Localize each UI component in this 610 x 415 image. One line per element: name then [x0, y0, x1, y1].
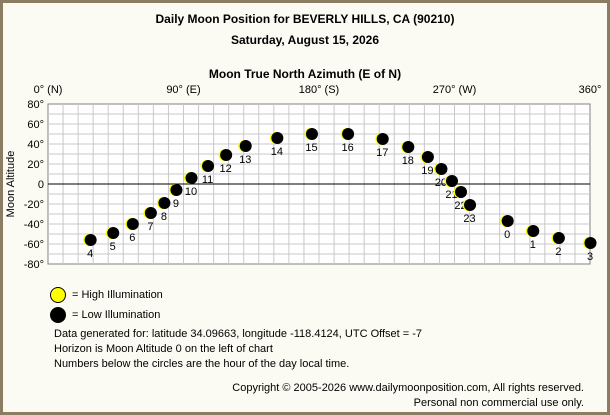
hour-label: 5 — [110, 241, 116, 253]
legend-low: = Low Illumination — [50, 307, 160, 323]
moon-position-point — [305, 128, 318, 140]
y-tick-label: 80° — [27, 99, 44, 111]
chart-subtitle: Saturday, August 15, 2026 — [230, 33, 380, 47]
hour-label: 7 — [147, 221, 153, 233]
hour-label: 6 — [129, 232, 135, 244]
moon-position-point — [402, 141, 415, 153]
info-location: Data generated for: latitude 34.09663, l… — [54, 328, 423, 340]
info-horizon: Horizon is Moon Altitude 0 on the left o… — [54, 343, 273, 355]
hour-label: 16 — [341, 142, 353, 154]
hour-label: 13 — [239, 154, 251, 166]
moon-position-point — [239, 140, 252, 152]
y-tick-label: 60° — [27, 119, 44, 131]
moon-position-point — [421, 151, 434, 163]
moon-position-point — [376, 133, 389, 145]
y-tick-label: -60° — [24, 239, 44, 251]
legend-low-label: = Low Illumination — [72, 309, 161, 321]
moon-position-point — [342, 128, 355, 140]
x-tick-label: 360° — [579, 84, 602, 96]
moon-position-point — [170, 184, 183, 196]
hour-label: 9 — [173, 198, 179, 210]
hour-label: 12 — [220, 163, 232, 175]
moon-position-point — [464, 199, 477, 211]
hour-label: 20 — [435, 177, 447, 189]
moon-position-point — [158, 197, 171, 209]
hour-label: 0 — [504, 229, 510, 241]
y-tick-label: -40° — [24, 219, 44, 231]
hour-label: 2 — [555, 246, 561, 258]
moon-position-point — [126, 218, 139, 230]
y-tick-label: 20° — [27, 159, 44, 171]
hour-label: 3 — [587, 251, 593, 263]
hour-label: 11 — [202, 174, 213, 186]
hour-label: 23 — [463, 213, 475, 225]
moon-position-point — [271, 132, 284, 144]
y-tick-label: -20° — [24, 199, 44, 211]
hour-label: 15 — [305, 142, 317, 154]
moon-position-point — [527, 225, 540, 237]
moon-position-point — [84, 234, 97, 246]
hour-label: 10 — [185, 186, 197, 198]
hour-label: 19 — [421, 165, 433, 177]
x-tick-label: 270° (W) — [433, 84, 477, 96]
moon-position-point — [107, 227, 120, 239]
x-tick-label: 90° (E) — [166, 84, 200, 96]
low-illumination-swatch — [50, 307, 66, 323]
moon-position-point — [185, 172, 198, 184]
hour-label: 8 — [161, 211, 167, 223]
y-tick-label: 0 — [38, 179, 44, 191]
y-tick-label: 40° — [27, 139, 44, 151]
y-axis-title: Moon Altitude — [5, 151, 17, 218]
moon-position-chart: 0° (N) 90° (E) 180° (S) 270° (W) 360° 80° 60° 4… — [5, 84, 602, 271]
hour-label: 14 — [271, 146, 283, 158]
moon-position-point — [144, 207, 157, 219]
moon-position-point — [501, 215, 514, 227]
y-tick-label: -80° — [24, 259, 44, 271]
x-tick-label: 180° (S) — [299, 84, 339, 96]
hour-label: 1 — [530, 239, 536, 251]
hour-label: 18 — [402, 155, 414, 167]
moon-position-point — [552, 232, 565, 244]
usage-note: Personal non commercial use only. — [413, 397, 584, 409]
moon-position-point — [202, 160, 215, 172]
legend-high-label: = High Illumination — [72, 289, 163, 301]
x-axis-title: Moon True North Azimuth (E of N) — [208, 67, 402, 81]
copyright-line: Copyright © 2005-2026 www.dailymoonposit… — [232, 382, 584, 394]
moon-position-point — [455, 186, 468, 198]
hour-label: 17 — [376, 147, 388, 159]
moon-position-point — [445, 175, 458, 187]
hour-label: 4 — [87, 248, 93, 260]
chart-title: Daily Moon Position for BEVERLY HILLS, C… — [155, 12, 455, 26]
moon-position-point — [584, 237, 597, 249]
moon-position-point — [435, 163, 448, 175]
info-hours: Numbers below the circles are the hour o… — [54, 358, 350, 370]
moon-position-point — [220, 149, 233, 161]
high-illumination-swatch — [50, 287, 66, 303]
x-tick-label: 0° (N) — [34, 84, 63, 96]
legend-high: = High Illumination — [50, 287, 163, 303]
